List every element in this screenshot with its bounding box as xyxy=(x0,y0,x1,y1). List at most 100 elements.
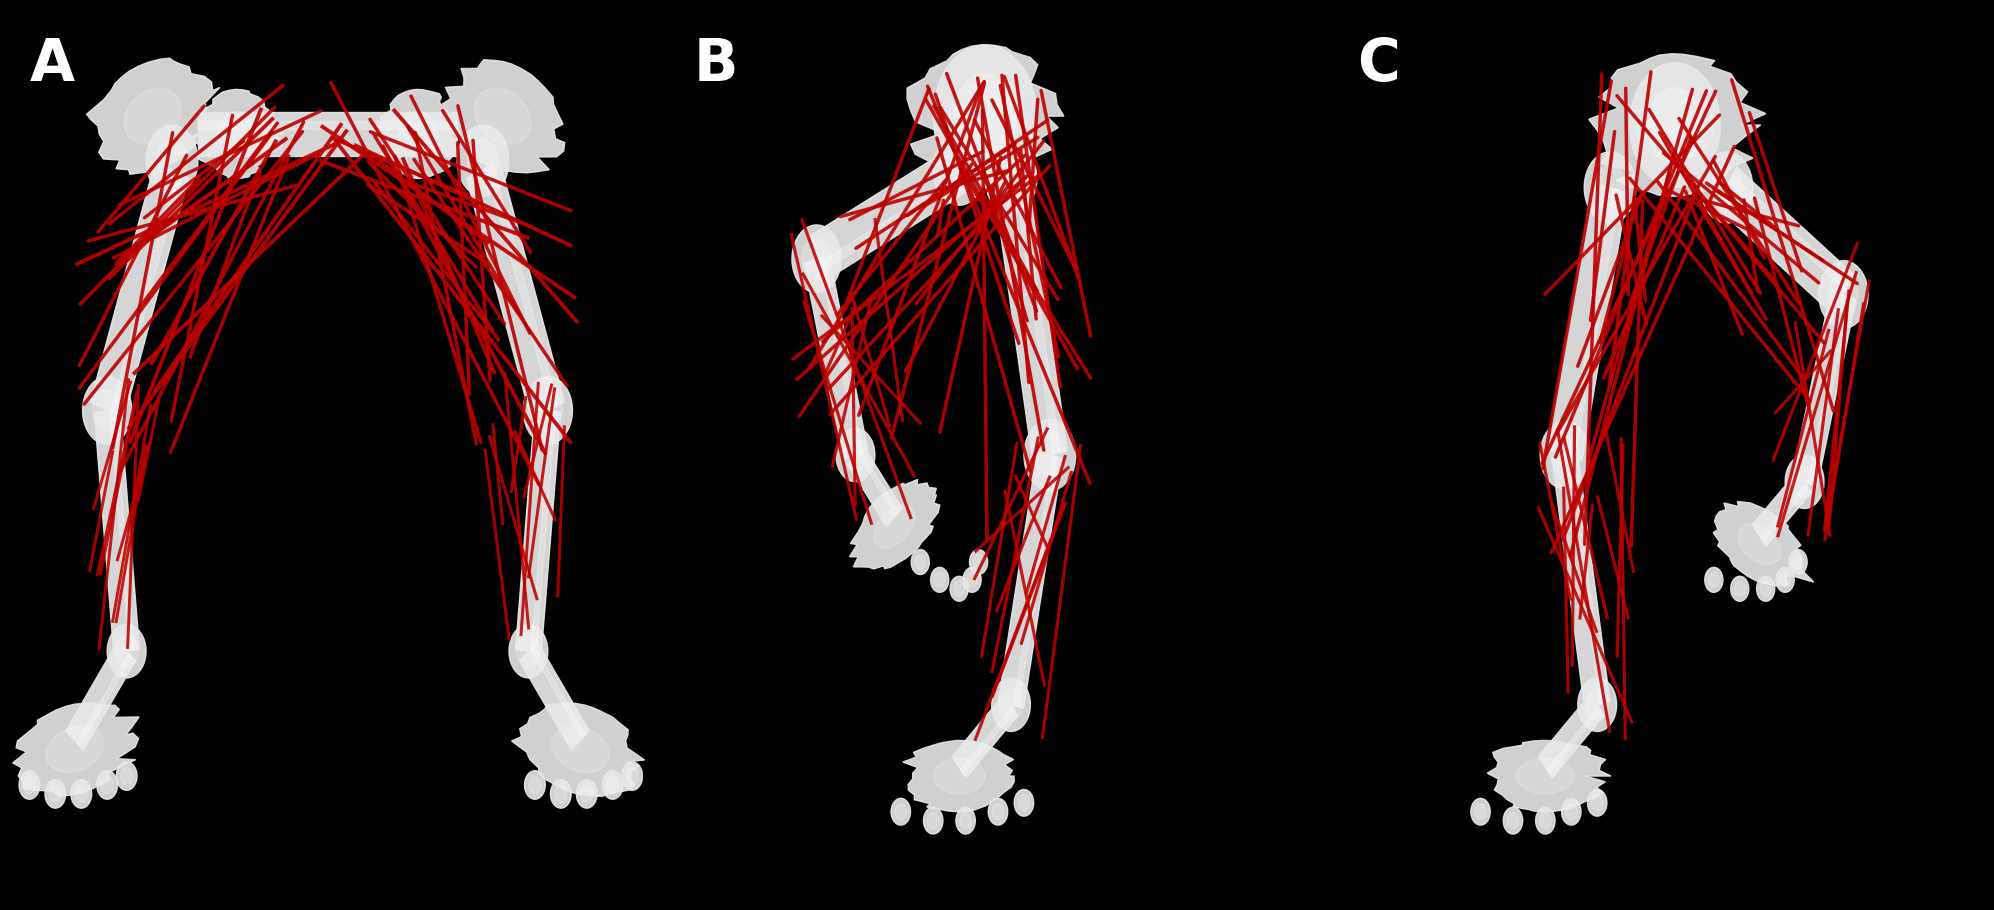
Polygon shape xyxy=(933,758,985,794)
Polygon shape xyxy=(1731,576,1749,602)
Polygon shape xyxy=(528,776,540,794)
Polygon shape xyxy=(961,707,1015,774)
Polygon shape xyxy=(1713,501,1815,586)
Polygon shape xyxy=(1567,453,1605,704)
Polygon shape xyxy=(110,171,181,416)
Polygon shape xyxy=(576,780,596,808)
Polygon shape xyxy=(943,148,975,191)
Polygon shape xyxy=(953,74,1017,159)
Polygon shape xyxy=(1561,798,1581,825)
Polygon shape xyxy=(1472,798,1490,825)
Polygon shape xyxy=(993,174,1067,460)
Polygon shape xyxy=(907,45,1065,187)
Polygon shape xyxy=(933,45,1037,187)
Text: C: C xyxy=(1358,35,1400,93)
Polygon shape xyxy=(1785,455,1825,509)
Polygon shape xyxy=(522,377,572,444)
Polygon shape xyxy=(843,439,867,471)
Polygon shape xyxy=(457,125,508,197)
Polygon shape xyxy=(1629,63,1721,187)
Polygon shape xyxy=(76,785,88,803)
Polygon shape xyxy=(375,89,461,178)
Polygon shape xyxy=(1637,89,1713,161)
Polygon shape xyxy=(1488,741,1611,812)
Polygon shape xyxy=(993,804,1003,820)
Polygon shape xyxy=(516,409,560,653)
Polygon shape xyxy=(508,624,548,678)
Polygon shape xyxy=(1828,274,1858,315)
Polygon shape xyxy=(873,505,915,548)
Polygon shape xyxy=(953,581,965,596)
Polygon shape xyxy=(1035,433,1065,476)
Polygon shape xyxy=(1551,452,1609,708)
Polygon shape xyxy=(1503,807,1523,834)
Polygon shape xyxy=(86,58,219,175)
Polygon shape xyxy=(810,147,967,281)
Polygon shape xyxy=(24,776,36,794)
Polygon shape xyxy=(995,157,1027,200)
Polygon shape xyxy=(12,703,140,796)
Polygon shape xyxy=(46,726,104,773)
Polygon shape xyxy=(963,567,981,592)
Polygon shape xyxy=(1589,54,1767,197)
Polygon shape xyxy=(530,645,586,738)
Polygon shape xyxy=(1777,567,1795,592)
Polygon shape xyxy=(1717,167,1852,315)
Polygon shape xyxy=(217,112,255,157)
Polygon shape xyxy=(967,572,977,587)
Polygon shape xyxy=(94,409,140,653)
Polygon shape xyxy=(72,780,92,808)
Polygon shape xyxy=(1735,581,1745,596)
Polygon shape xyxy=(1577,678,1617,732)
Polygon shape xyxy=(1507,813,1519,829)
Polygon shape xyxy=(550,780,570,808)
Polygon shape xyxy=(1539,813,1551,829)
Polygon shape xyxy=(146,125,197,197)
Polygon shape xyxy=(820,256,863,454)
Polygon shape xyxy=(1711,166,1743,208)
Polygon shape xyxy=(933,134,985,206)
Text: A: A xyxy=(30,35,74,93)
Polygon shape xyxy=(857,450,899,516)
Polygon shape xyxy=(1647,87,1703,163)
Polygon shape xyxy=(1729,176,1848,290)
Polygon shape xyxy=(1013,456,1057,707)
Polygon shape xyxy=(552,726,608,773)
Polygon shape xyxy=(580,785,592,803)
Polygon shape xyxy=(891,798,911,825)
Polygon shape xyxy=(949,576,969,602)
Polygon shape xyxy=(1585,689,1609,721)
Polygon shape xyxy=(835,429,875,481)
Polygon shape xyxy=(524,771,544,799)
Polygon shape xyxy=(989,798,1007,825)
Polygon shape xyxy=(931,567,949,592)
Polygon shape xyxy=(520,642,588,750)
Polygon shape xyxy=(120,767,134,784)
Polygon shape xyxy=(802,238,831,279)
Polygon shape xyxy=(1015,176,1061,454)
Polygon shape xyxy=(1535,807,1555,834)
Polygon shape xyxy=(46,780,66,808)
Text: B: B xyxy=(694,35,738,93)
Polygon shape xyxy=(1019,794,1029,811)
Polygon shape xyxy=(923,807,943,834)
Polygon shape xyxy=(1761,581,1771,596)
Polygon shape xyxy=(1587,790,1607,816)
Polygon shape xyxy=(399,112,439,157)
Polygon shape xyxy=(985,143,1037,214)
Polygon shape xyxy=(487,165,558,409)
Polygon shape xyxy=(991,678,1031,732)
Polygon shape xyxy=(110,410,134,651)
Polygon shape xyxy=(197,121,457,129)
Polygon shape xyxy=(102,776,114,794)
Polygon shape xyxy=(1549,435,1579,475)
Polygon shape xyxy=(847,446,901,527)
Polygon shape xyxy=(1737,524,1781,564)
Polygon shape xyxy=(804,254,867,460)
Polygon shape xyxy=(911,550,929,574)
Polygon shape xyxy=(959,813,971,829)
Polygon shape xyxy=(98,771,118,799)
Polygon shape xyxy=(1753,470,1811,546)
Polygon shape xyxy=(76,653,132,746)
Polygon shape xyxy=(1565,804,1577,820)
